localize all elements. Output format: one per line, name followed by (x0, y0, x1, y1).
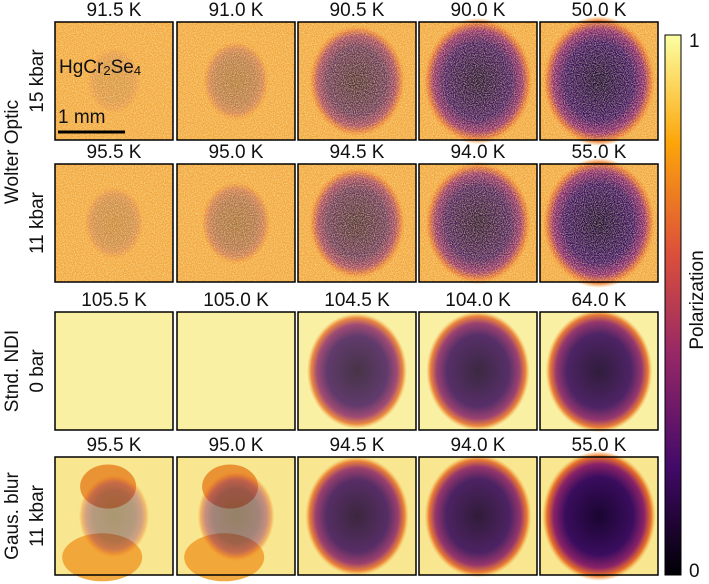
panel-domain (197, 470, 275, 562)
panel-domain (426, 311, 530, 431)
temperature-label: 90.5 K (330, 0, 385, 21)
temperature-label: 91.5 K (87, 0, 142, 21)
temperature-label: 104.0 K (445, 290, 511, 311)
panel-frame (54, 21, 174, 141)
colorbar-tick: 1 (689, 31, 700, 52)
compound-part: Se (111, 57, 134, 78)
row-condition: 11 kbar (27, 484, 48, 547)
panel-frame (539, 163, 659, 283)
row-group: Gaus. blur (2, 472, 23, 560)
panel-noise (419, 164, 537, 282)
temperature-label: 95.5 K (87, 142, 142, 163)
scale-bar-label: 1 mm (58, 107, 106, 128)
panel-frame (418, 456, 538, 576)
temperature-label: 94.5 K (330, 142, 385, 163)
panel-frame (539, 456, 659, 576)
panel-noise (419, 22, 537, 140)
panel-frame (176, 163, 296, 283)
temperature-label: 94.5 K (330, 435, 385, 456)
panel-frame (297, 21, 417, 141)
panel-noise (55, 164, 173, 282)
panel-frame (539, 311, 659, 431)
temperature-label: 55.0 K (572, 435, 627, 456)
panel-frame (54, 163, 174, 283)
temperature-label: 90.0 K (451, 0, 506, 21)
panel-background (55, 312, 173, 430)
row-condition: 15 kbar (27, 49, 48, 113)
panel-frame (54, 311, 174, 431)
panel-noise (540, 164, 658, 282)
panel-frame (418, 311, 538, 431)
compound-part: 4 (134, 63, 141, 78)
temperature-label: 105.0 K (203, 290, 269, 311)
panel-frame (297, 311, 417, 431)
panel-frame (418, 163, 538, 283)
panel-frame (176, 456, 296, 576)
panel-domain (424, 454, 532, 578)
panel-frame (418, 21, 538, 141)
compound-label: HgCr2Se4 (59, 57, 141, 78)
panel-frame (54, 456, 174, 576)
temperature-label: 105.5 K (81, 290, 147, 311)
row-group: Wolter Optic (2, 100, 23, 204)
panel-noise (298, 22, 416, 140)
colorbar-label: Polarization (687, 250, 708, 349)
temperature-label: 95.0 K (209, 142, 264, 163)
compound-part: 2 (103, 63, 110, 78)
panel-domain (305, 456, 409, 576)
panel-domain (306, 313, 408, 429)
panel-frame (297, 163, 417, 283)
panel-background (177, 312, 295, 430)
panel-domain (78, 474, 150, 558)
temperature-label: 50.0 K (572, 0, 627, 21)
panel-noise (298, 164, 416, 282)
panel-noise (177, 22, 295, 140)
temperature-label: 55.0 K (572, 142, 627, 163)
panel-noise (540, 22, 658, 140)
panel-noise (55, 22, 173, 140)
panel-frame (539, 21, 659, 141)
panel-domain (542, 451, 656, 581)
row-condition: 0 bar (27, 349, 48, 393)
compound-part: HgCr (59, 57, 104, 78)
row-group: Stnd. NDI (2, 330, 23, 412)
panel-frame (297, 456, 417, 576)
colorbar (664, 34, 682, 576)
temperature-label: 95.0 K (209, 435, 264, 456)
panel-frame (176, 311, 296, 431)
temperature-label: 64.0 K (572, 290, 627, 311)
temperature-label: 94.0 K (451, 142, 506, 163)
colorbar-tick: 0 (689, 561, 700, 582)
temperature-label: 104.5 K (324, 290, 390, 311)
temperature-label: 95.5 K (87, 435, 142, 456)
panel-noise (177, 164, 295, 282)
temperature-label: 94.0 K (451, 435, 506, 456)
panel-domain (545, 309, 653, 433)
row-condition: 11 kbar (27, 191, 48, 254)
panel-frame (176, 21, 296, 141)
temperature-label: 91.0 K (209, 0, 264, 21)
